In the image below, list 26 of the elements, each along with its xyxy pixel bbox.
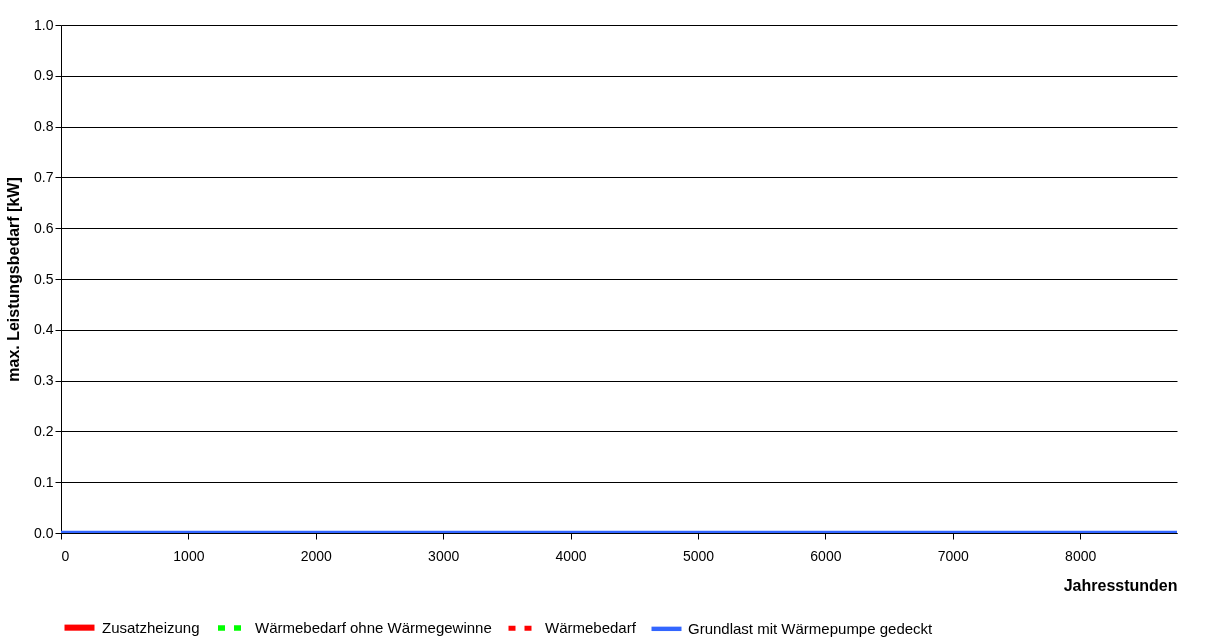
y-tick-label: 1.0: [34, 16, 54, 33]
y-tick-label: 0.1: [34, 473, 54, 490]
x-tick-label: 4000: [555, 547, 587, 564]
x-tick-label: 1000: [173, 547, 205, 564]
y-tick-label: 0.2: [34, 422, 54, 439]
y-tick-label: 0.9: [34, 67, 54, 84]
x-axis-title: Jahresstunden: [1063, 576, 1178, 594]
x-tick-label: 3000: [428, 547, 460, 564]
y-tick-label: 0.0: [34, 524, 54, 541]
legend-label: Zusatzheizung: [102, 618, 200, 636]
y-axis-title: max. Leistungsbedarf [kW]: [5, 177, 23, 382]
y-tick-label: 0.7: [34, 168, 54, 185]
legend-label: Wärmebedarf: [545, 619, 637, 637]
y-tick-label: 0.5: [34, 270, 54, 287]
y-tick-label: 0.4: [34, 321, 54, 338]
y-tick-label: 0.3: [34, 372, 54, 389]
x-tick-label: 7000: [937, 547, 970, 564]
legend-label: Wärmebedarf ohne Wärmegewinne: [255, 618, 492, 636]
x-tick-label: 2000: [300, 547, 333, 564]
y-tick-label: 0.8: [34, 118, 54, 135]
x-tick-label: 0: [61, 547, 70, 564]
x-tick-label: 8000: [1065, 547, 1097, 564]
x-tick-label: 5000: [682, 547, 715, 564]
legend-label: Grundlast mit Wärmepumpe gedeckt: [688, 619, 934, 637]
x-tick-label: 6000: [810, 547, 842, 564]
y-tick-label: 0.6: [34, 219, 54, 236]
